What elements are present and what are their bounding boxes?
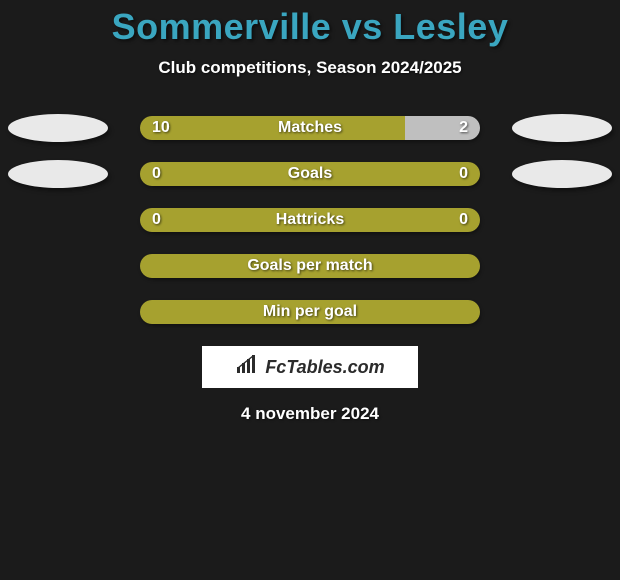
stat-bar: 10Matches2 <box>140 116 480 140</box>
stat-bar-left-segment <box>140 116 405 140</box>
stat-row: 0Goals0 <box>0 162 620 186</box>
stat-rows: 10Matches2 0Goals0 0Hattricks0 Goals per ma… <box>0 116 620 324</box>
team-badge-left <box>8 160 108 188</box>
stat-bar: 0Hattricks0 <box>140 208 480 232</box>
stat-row: 10Matches2 <box>0 116 620 140</box>
watermark: FcTables.com <box>202 346 418 388</box>
stat-row: Min per goal <box>0 300 620 324</box>
watermark-text: FcTables.com <box>265 357 384 378</box>
team-badge-right <box>512 114 612 142</box>
page-title: Sommerville vs Lesley <box>0 0 620 48</box>
stat-row: 0Hattricks0 <box>0 208 620 232</box>
team-badge-right <box>512 160 612 188</box>
stat-bar-left-segment <box>140 300 480 324</box>
stat-bar-right-segment <box>405 116 480 140</box>
comparison-infographic: Sommerville vs Lesley Club competitions,… <box>0 0 620 580</box>
stat-bar: Goals per match <box>140 254 480 278</box>
bar-chart-icon <box>235 355 259 380</box>
stat-bar: Min per goal <box>140 300 480 324</box>
page-subtitle: Club competitions, Season 2024/2025 <box>0 58 620 78</box>
stat-bar-left-segment <box>140 208 480 232</box>
date-label: 4 november 2024 <box>0 404 620 424</box>
stat-bar-left-segment <box>140 254 480 278</box>
stat-row: Goals per match <box>0 254 620 278</box>
team-badge-left <box>8 114 108 142</box>
stat-bar-left-segment <box>140 162 480 186</box>
stat-bar: 0Goals0 <box>140 162 480 186</box>
